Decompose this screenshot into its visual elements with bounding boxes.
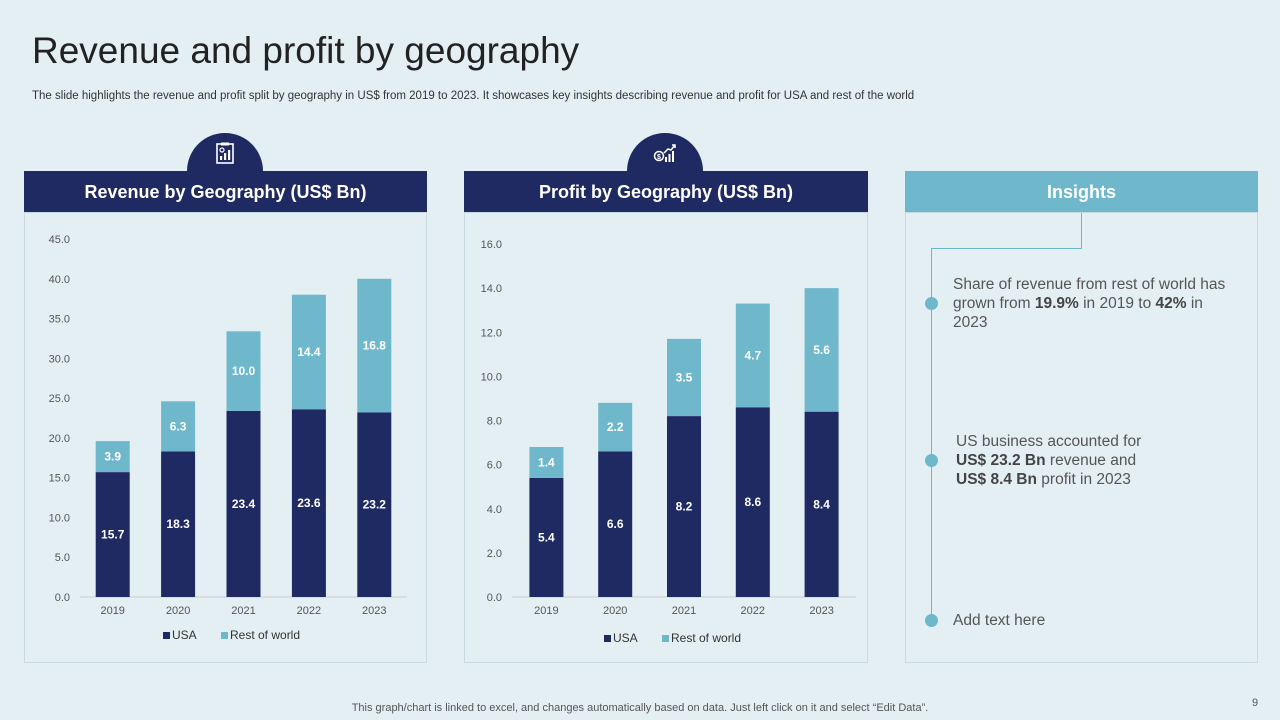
data-label: 5.4 xyxy=(538,530,555,544)
y-tick-label: 45.0 xyxy=(49,234,70,246)
profit-panel-header: Profit by Geography (US$ Bn) xyxy=(464,171,868,213)
legend-label: Rest of world xyxy=(671,631,741,645)
x-tick-label: 2021 xyxy=(672,605,696,617)
legend-swatch xyxy=(163,632,170,639)
y-tick-label: 16.0 xyxy=(481,239,502,251)
data-label: 23.2 xyxy=(363,498,387,512)
timeline-dot xyxy=(925,297,938,310)
insight-rest-of-world-share: Share of revenue from rest of world has … xyxy=(953,276,1226,331)
svg-text:$: $ xyxy=(657,154,661,161)
y-tick-label: 6.0 xyxy=(487,460,502,472)
bar-rest-of-world xyxy=(95,441,130,473)
data-label: 16.8 xyxy=(363,339,387,353)
data-label: 6.6 xyxy=(607,517,624,531)
timeline-connector xyxy=(1081,213,1082,249)
bar-usa xyxy=(95,472,130,597)
timeline-dot xyxy=(925,454,938,467)
bar-usa xyxy=(291,409,326,597)
data-label: 1.4 xyxy=(538,455,555,469)
y-tick-label: 40.0 xyxy=(49,274,70,286)
bar-usa xyxy=(804,411,839,597)
legend-label: Rest of world xyxy=(230,628,300,642)
y-tick-label: 2.0 xyxy=(487,548,502,560)
insight-placeholder[interactable]: Add text here xyxy=(953,612,1046,629)
bar-rest-of-world xyxy=(529,446,564,478)
data-label: 2.2 xyxy=(607,420,624,434)
bar-rest-of-world xyxy=(357,278,392,413)
y-tick-label: 30.0 xyxy=(49,353,70,365)
x-tick-label: 2019 xyxy=(100,605,124,617)
legend-label: USA xyxy=(613,631,638,645)
data-label: 6.3 xyxy=(170,419,187,433)
bar-usa xyxy=(735,407,770,597)
data-label: 4.7 xyxy=(744,348,761,362)
report-chart-icon xyxy=(216,142,234,164)
money-growth-icon: $ xyxy=(653,144,676,162)
page-number: 9 xyxy=(1252,697,1259,709)
data-label: 3.9 xyxy=(104,450,121,464)
y-tick-label: 20.0 xyxy=(49,433,70,445)
y-tick-label: 4.0 xyxy=(487,504,502,516)
y-tick-label: 10.0 xyxy=(481,371,502,383)
legend-label: USA xyxy=(172,628,197,642)
footer-note: This graph/chart is linked to excel, and… xyxy=(351,702,929,714)
data-label: 5.6 xyxy=(813,343,830,357)
legend-swatch xyxy=(604,635,611,642)
timeline-line xyxy=(931,248,932,620)
page-title: Revenue and profit by geography xyxy=(32,30,580,71)
bar-usa xyxy=(357,412,392,597)
data-label: 23.6 xyxy=(297,496,321,510)
data-label: 14.4 xyxy=(297,345,321,359)
timeline-connector xyxy=(931,248,1082,249)
bar-rest-of-world xyxy=(735,303,770,408)
bar-rest-of-world xyxy=(667,338,701,417)
x-tick-label: 2021 xyxy=(231,605,255,617)
x-tick-label: 2022 xyxy=(297,605,321,617)
x-tick-label: 2019 xyxy=(534,605,558,617)
revenue-panel-header: Revenue by Geography (US$ Bn) xyxy=(24,171,427,213)
insight-us-business: US business accounted for US$ 23.2 Bn re… xyxy=(956,433,1142,488)
x-tick-label: 2023 xyxy=(809,605,833,617)
timeline-dot xyxy=(925,614,938,627)
y-tick-label: 35.0 xyxy=(49,314,70,326)
insights-panel xyxy=(905,212,1258,663)
data-label: 8.4 xyxy=(813,497,830,511)
x-tick-label: 2022 xyxy=(741,605,765,617)
x-tick-label: 2020 xyxy=(603,605,627,617)
insights-panel-header: Insights xyxy=(905,171,1258,213)
data-label: 3.5 xyxy=(676,370,693,384)
bar-usa xyxy=(226,410,261,597)
y-tick-label: 0.0 xyxy=(55,592,70,604)
data-label: 8.6 xyxy=(744,495,761,509)
data-label: 8.2 xyxy=(676,500,693,514)
bar-rest-of-world xyxy=(226,331,261,411)
y-tick-label: 8.0 xyxy=(487,416,502,428)
y-tick-label: 25.0 xyxy=(49,393,70,405)
legend-swatch xyxy=(221,632,228,639)
bar-usa xyxy=(161,451,196,597)
bar-rest-of-world xyxy=(161,401,196,452)
bar-rest-of-world xyxy=(598,402,633,452)
x-tick-label: 2023 xyxy=(362,605,386,617)
legend-swatch xyxy=(662,635,669,642)
data-label: 18.3 xyxy=(166,517,190,531)
data-label: 10.0 xyxy=(232,364,256,378)
bar-rest-of-world xyxy=(804,288,839,412)
y-tick-label: 12.0 xyxy=(481,327,502,339)
data-label: 15.7 xyxy=(101,528,125,542)
y-tick-label: 10.0 xyxy=(49,512,70,524)
y-tick-label: 15.0 xyxy=(49,473,70,485)
page-subtitle: The slide highlights the revenue and pro… xyxy=(32,90,915,102)
x-tick-label: 2020 xyxy=(166,605,190,617)
bar-usa xyxy=(529,477,564,597)
bar-usa xyxy=(667,416,701,597)
bar-usa xyxy=(598,451,633,597)
bar-rest-of-world xyxy=(291,294,326,410)
data-label: 23.4 xyxy=(232,497,256,511)
y-tick-label: 14.0 xyxy=(481,283,502,295)
y-tick-label: 5.0 xyxy=(55,552,70,564)
y-tick-label: 0.0 xyxy=(487,592,502,604)
